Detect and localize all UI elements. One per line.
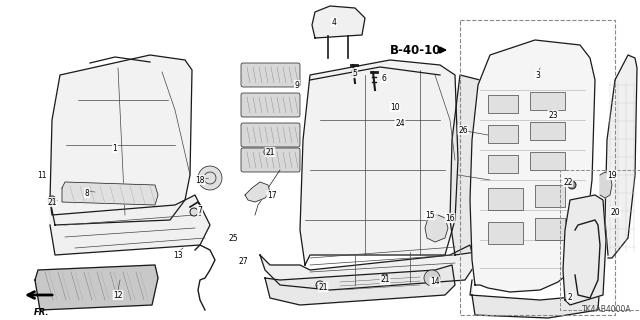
Text: 24: 24 (395, 118, 405, 127)
Polygon shape (425, 215, 448, 242)
Text: 21: 21 (318, 283, 328, 292)
Text: 23: 23 (548, 110, 558, 119)
Text: 20: 20 (610, 207, 620, 217)
Circle shape (381, 274, 389, 282)
Polygon shape (62, 182, 158, 205)
Bar (530, 122, 565, 140)
Text: 13: 13 (173, 251, 183, 260)
Text: 10: 10 (390, 102, 400, 111)
FancyBboxPatch shape (241, 123, 300, 147)
Polygon shape (260, 245, 475, 290)
Text: 7: 7 (198, 205, 202, 214)
Text: 1: 1 (113, 143, 117, 153)
Polygon shape (470, 40, 595, 292)
Bar (460, 20, 615, 315)
Polygon shape (300, 60, 458, 265)
Bar (488, 222, 523, 244)
Text: 21: 21 (380, 276, 390, 284)
Text: 4: 4 (332, 18, 337, 27)
Text: 5: 5 (353, 68, 357, 77)
Text: 19: 19 (607, 171, 617, 180)
Text: 6: 6 (381, 74, 387, 83)
Text: 15: 15 (425, 211, 435, 220)
Bar (488, 125, 518, 143)
Text: 2: 2 (568, 292, 572, 301)
Text: 3: 3 (536, 70, 540, 79)
Bar (560, 170, 640, 310)
Text: 21: 21 (47, 197, 57, 206)
Text: 21: 21 (265, 148, 275, 156)
Text: 22: 22 (563, 178, 573, 187)
Text: 17: 17 (267, 190, 277, 199)
Circle shape (264, 148, 272, 156)
Text: 25: 25 (228, 234, 238, 243)
Polygon shape (50, 55, 192, 225)
Circle shape (198, 166, 222, 190)
Polygon shape (600, 172, 612, 198)
Text: 18: 18 (195, 175, 205, 185)
Text: TK4AB4000A: TK4AB4000A (582, 305, 632, 314)
FancyBboxPatch shape (241, 148, 300, 172)
Circle shape (424, 270, 440, 286)
Polygon shape (470, 280, 600, 318)
Polygon shape (605, 55, 637, 258)
Polygon shape (265, 265, 455, 305)
Text: 26: 26 (458, 125, 468, 134)
Text: 16: 16 (445, 213, 455, 222)
Text: 9: 9 (294, 81, 300, 90)
Polygon shape (50, 195, 210, 255)
Bar (488, 188, 523, 210)
Bar (488, 155, 518, 173)
Text: 12: 12 (113, 291, 123, 300)
Text: 11: 11 (37, 171, 47, 180)
Text: 14: 14 (430, 277, 440, 286)
Text: B-40-10: B-40-10 (390, 44, 442, 57)
Polygon shape (35, 265, 158, 310)
Circle shape (568, 181, 576, 189)
Polygon shape (245, 182, 270, 202)
Text: 27: 27 (238, 257, 248, 266)
Circle shape (190, 208, 198, 216)
Polygon shape (312, 6, 365, 38)
Bar (535, 185, 565, 207)
Circle shape (48, 196, 56, 204)
Bar (488, 95, 518, 113)
Polygon shape (563, 195, 606, 305)
Polygon shape (450, 75, 492, 255)
Bar (535, 218, 565, 240)
Circle shape (316, 281, 324, 289)
Text: 8: 8 (84, 188, 90, 197)
Text: FR.: FR. (35, 308, 50, 317)
FancyBboxPatch shape (241, 63, 300, 87)
Bar (530, 152, 565, 170)
Bar (530, 92, 565, 110)
FancyBboxPatch shape (241, 93, 300, 117)
